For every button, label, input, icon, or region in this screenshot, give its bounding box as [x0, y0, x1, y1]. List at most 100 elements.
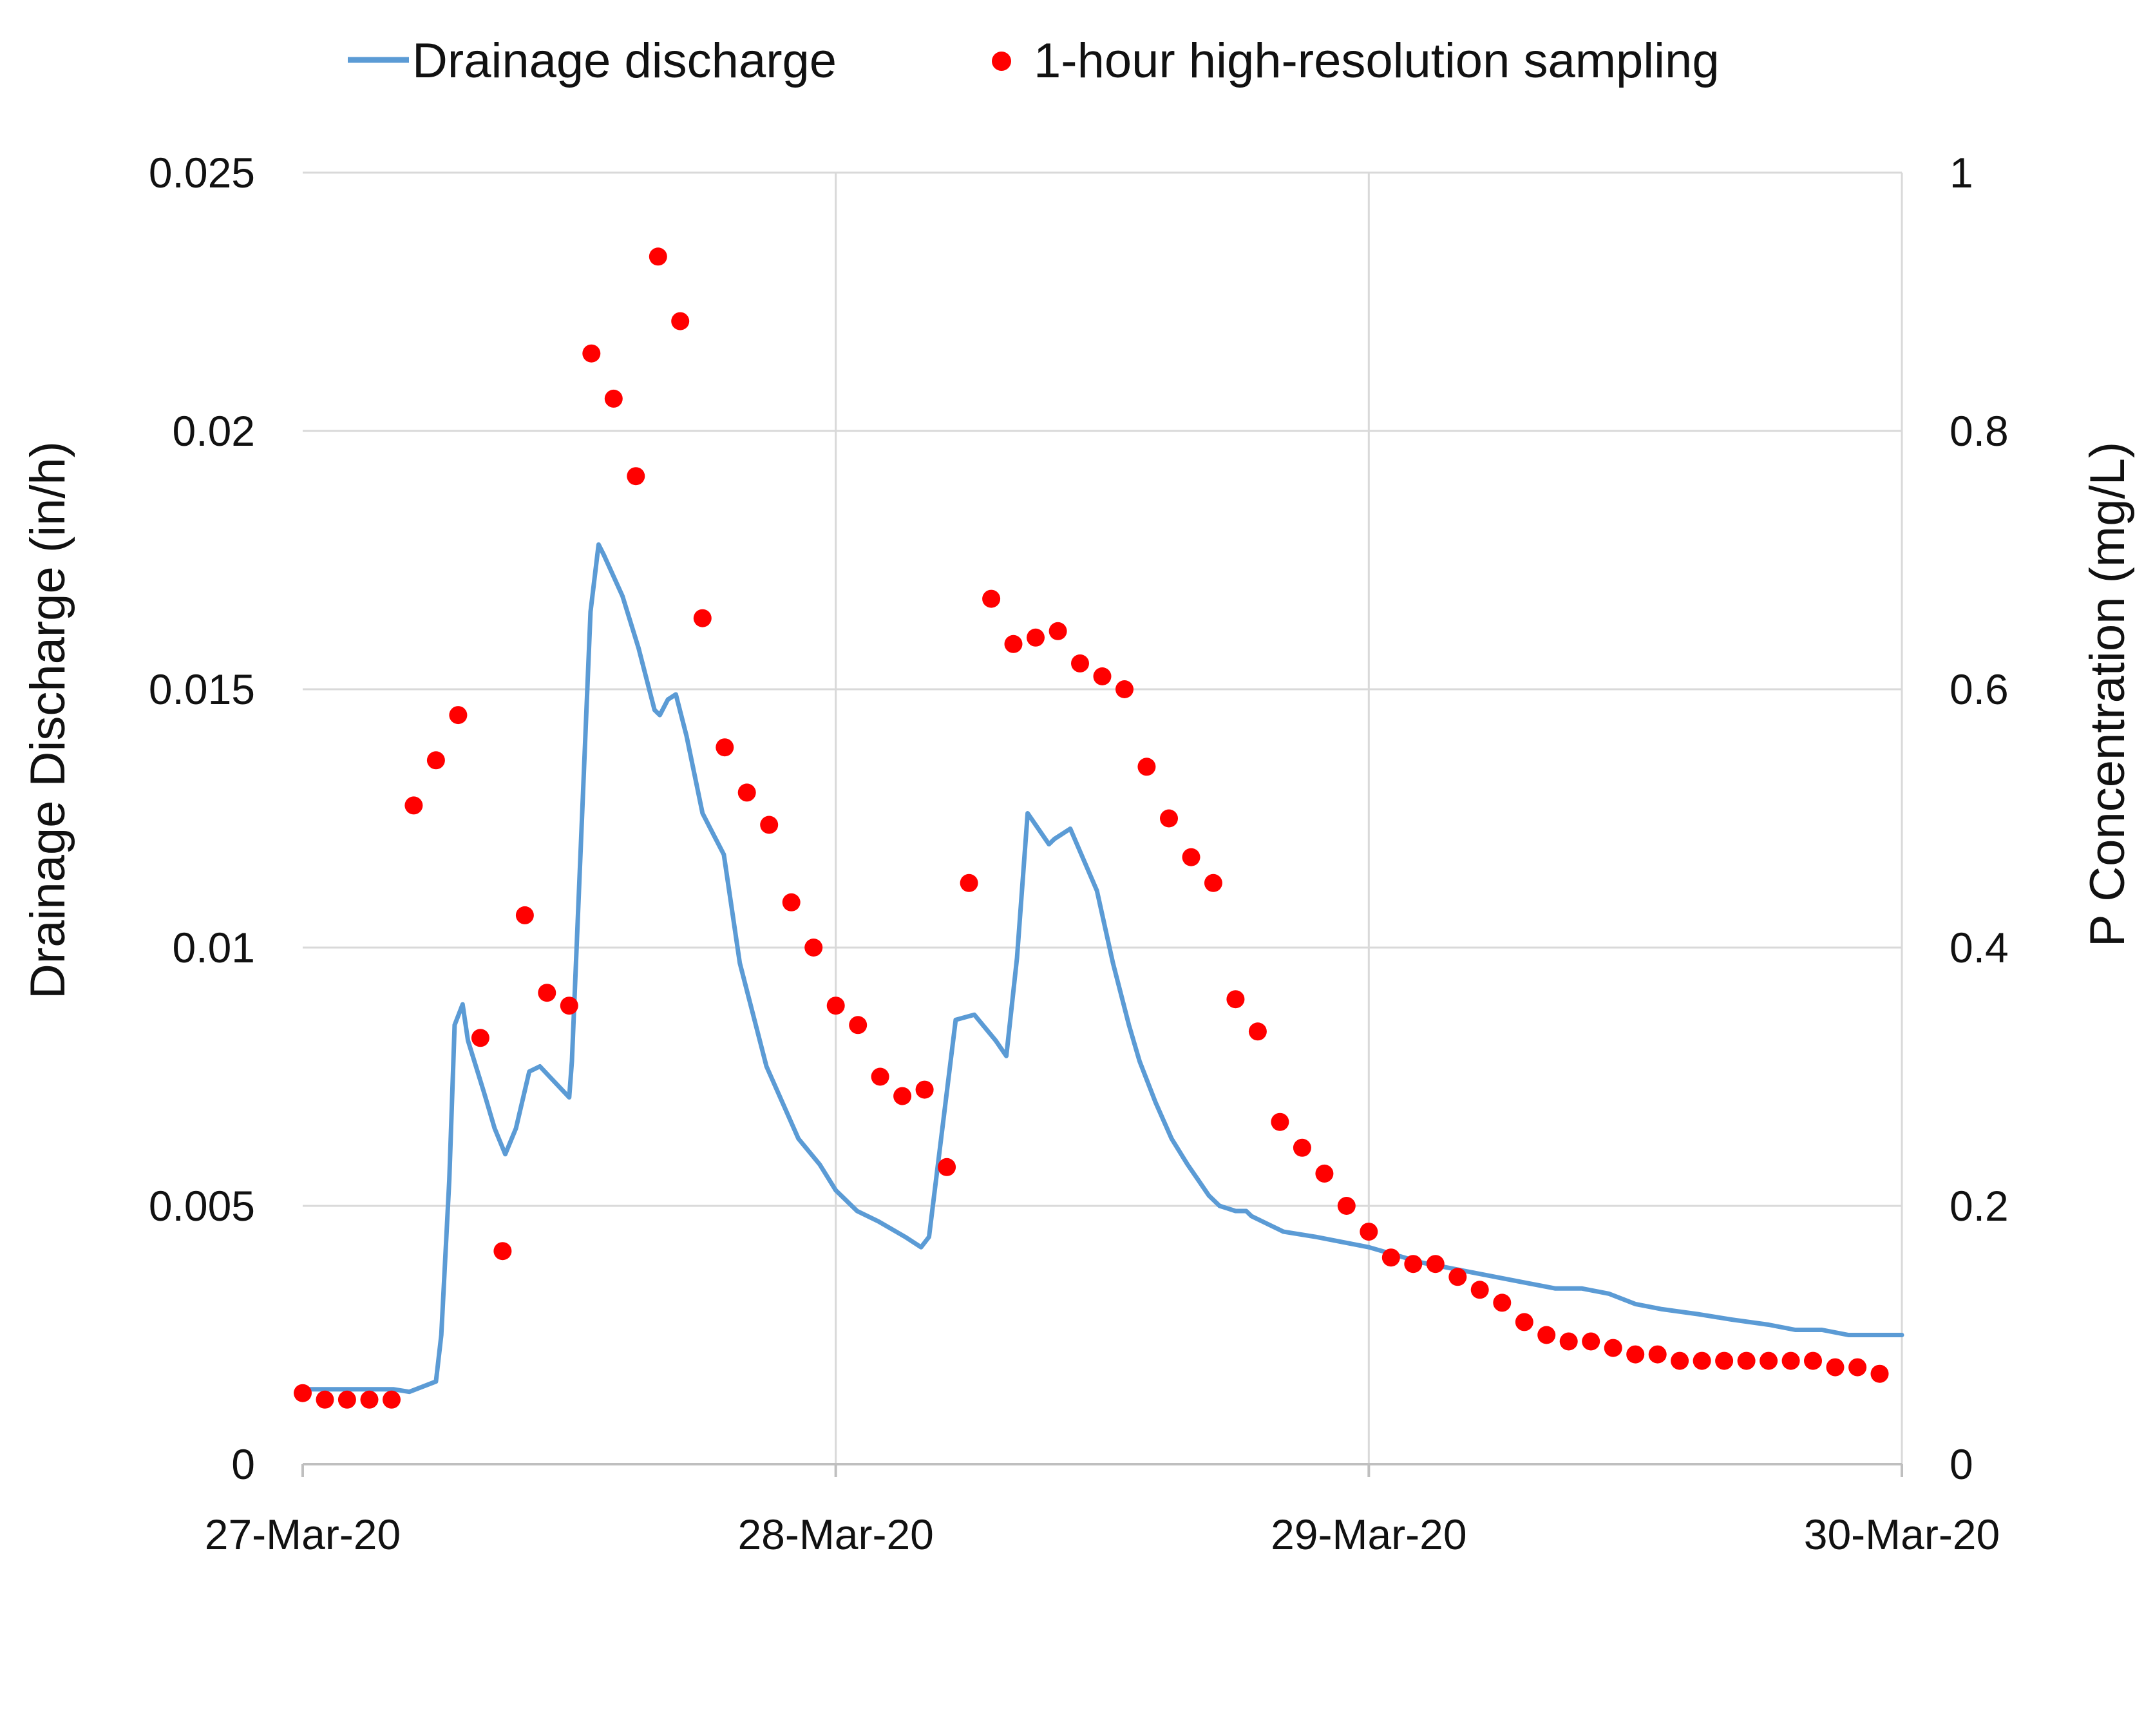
x-tick-label: 27-Mar-20: [205, 1511, 401, 1558]
sampling-point: [671, 312, 690, 330]
sampling-point: [627, 467, 645, 486]
sampling-point: [294, 1384, 312, 1402]
right-y-tick-label: 0: [1950, 1440, 1973, 1488]
right-y-tick-label: 0.8: [1950, 407, 2009, 455]
sampling-point: [782, 893, 801, 911]
x-tick-label: 29-Mar-20: [1271, 1511, 1466, 1558]
sampling-point: [1804, 1351, 1822, 1370]
drainage-discharge-line: [300, 542, 1904, 1395]
left-y-tick-label: 0.01: [173, 924, 255, 971]
sampling-point: [1137, 758, 1156, 776]
sampling-point: [1381, 1248, 1400, 1267]
right-y-axis-title: P Concentration (mg/L): [2080, 442, 2135, 947]
right-y-axis-ticks: 0 0.2 0.4 0.6 0.8 1: [1950, 149, 2009, 1488]
sampling-point: [1604, 1339, 1622, 1357]
sampling-point: [538, 984, 556, 1002]
sampling-point: [737, 783, 756, 802]
sampling-point: [804, 939, 823, 957]
sampling-point: [1204, 873, 1222, 892]
sampling-point: [1848, 1358, 1867, 1377]
drainage-discharge-series: [300, 542, 1904, 1395]
sampling-point: [1626, 1345, 1645, 1364]
sampling-point: [1737, 1351, 1756, 1370]
right-y-tick-label: 0.4: [1950, 924, 2009, 971]
sampling-point: [1315, 1164, 1334, 1183]
left-y-axis-ticks: 0 0.005 0.01 0.015 0.02 0.025: [149, 149, 255, 1488]
sampling-point: [1115, 680, 1134, 698]
gridlines: [303, 171, 1903, 1464]
left-y-axis-title: Drainage Discharge (in/h): [21, 441, 75, 999]
sampling-point: [1693, 1351, 1711, 1370]
legend: Drainage discharge 1-hour high-resolutio…: [348, 33, 1720, 88]
sampling-point: [383, 1390, 401, 1409]
sampling-point: [760, 816, 779, 834]
sampling-point: [982, 589, 1001, 608]
sampling-point: [1426, 1255, 1445, 1273]
sampling-point: [604, 389, 623, 408]
x-tick-label: 28-Mar-20: [737, 1511, 933, 1558]
sampling-point: [1049, 622, 1067, 640]
sampling-point: [493, 1242, 512, 1261]
x-tick-label: 30-Mar-20: [1804, 1511, 2000, 1558]
sampling-point: [360, 1390, 379, 1409]
sampling-point: [1470, 1281, 1489, 1299]
left-y-tick-label: 0.015: [149, 665, 255, 713]
right-y-tick-label: 0.6: [1950, 665, 2009, 713]
sampling-point: [716, 738, 734, 757]
sampling-point: [404, 796, 423, 815]
right-y-tick-label: 0.2: [1950, 1182, 2009, 1230]
sampling-point: [426, 751, 445, 770]
sampling-point: [1271, 1112, 1289, 1131]
legend-label-sampling: 1-hour high-resolution sampling: [1034, 33, 1720, 88]
axes: [301, 1463, 1903, 1477]
sampling-point: [1404, 1255, 1423, 1273]
sampling-point: [1648, 1345, 1667, 1364]
sampling-point: [938, 1158, 956, 1176]
sampling-point: [871, 1067, 889, 1086]
sampling-point: [1870, 1364, 1889, 1383]
left-y-tick-label: 0.005: [149, 1182, 255, 1230]
sampling-point: [449, 706, 468, 725]
sampling-point: [1715, 1351, 1734, 1370]
sampling-point: [1671, 1351, 1689, 1370]
sampling-point: [1337, 1197, 1356, 1215]
sampling-point: [1182, 848, 1200, 866]
sampling-point: [1493, 1293, 1512, 1312]
sampling-point: [337, 1390, 356, 1409]
sampling-point: [1826, 1358, 1845, 1377]
sampling-point: [1093, 667, 1112, 685]
sampling-point: [560, 997, 578, 1015]
sampling-point: [1004, 634, 1023, 653]
sampling-point: [1293, 1138, 1311, 1157]
sampling-point: [693, 609, 712, 627]
sampling-point: [471, 1029, 489, 1047]
sampling-point: [915, 1080, 934, 1099]
sampling-point: [582, 344, 601, 363]
sampling-point: [1226, 990, 1245, 1009]
sampling-point: [1160, 809, 1178, 828]
sampling-point: [1027, 628, 1045, 647]
sampling-point: [316, 1390, 334, 1409]
sampling-point: [1071, 654, 1089, 672]
sampling-point: [1582, 1332, 1600, 1351]
right-y-tick-label: 1: [1950, 149, 1973, 196]
left-y-tick-label: 0.02: [173, 407, 255, 455]
sampling-point: [893, 1087, 912, 1105]
sampling-point: [1515, 1313, 1533, 1331]
sampling-point: [515, 906, 534, 924]
sampling-point: [1781, 1351, 1800, 1370]
sampling-point: [1559, 1332, 1578, 1351]
legend-dot-swatch: [992, 52, 1011, 71]
sampling-point: [1537, 1326, 1556, 1344]
sampling-point: [849, 1016, 868, 1035]
left-y-tick-label: 0: [231, 1440, 255, 1488]
sampling-point: [649, 247, 667, 266]
sampling-point: [1248, 1022, 1267, 1041]
sampling-series: [294, 247, 1889, 1409]
left-y-tick-label: 0.025: [149, 149, 255, 196]
legend-label-discharge: Drainage discharge: [412, 33, 837, 88]
sampling-point: [1760, 1351, 1778, 1370]
sampling-point: [1360, 1223, 1378, 1241]
